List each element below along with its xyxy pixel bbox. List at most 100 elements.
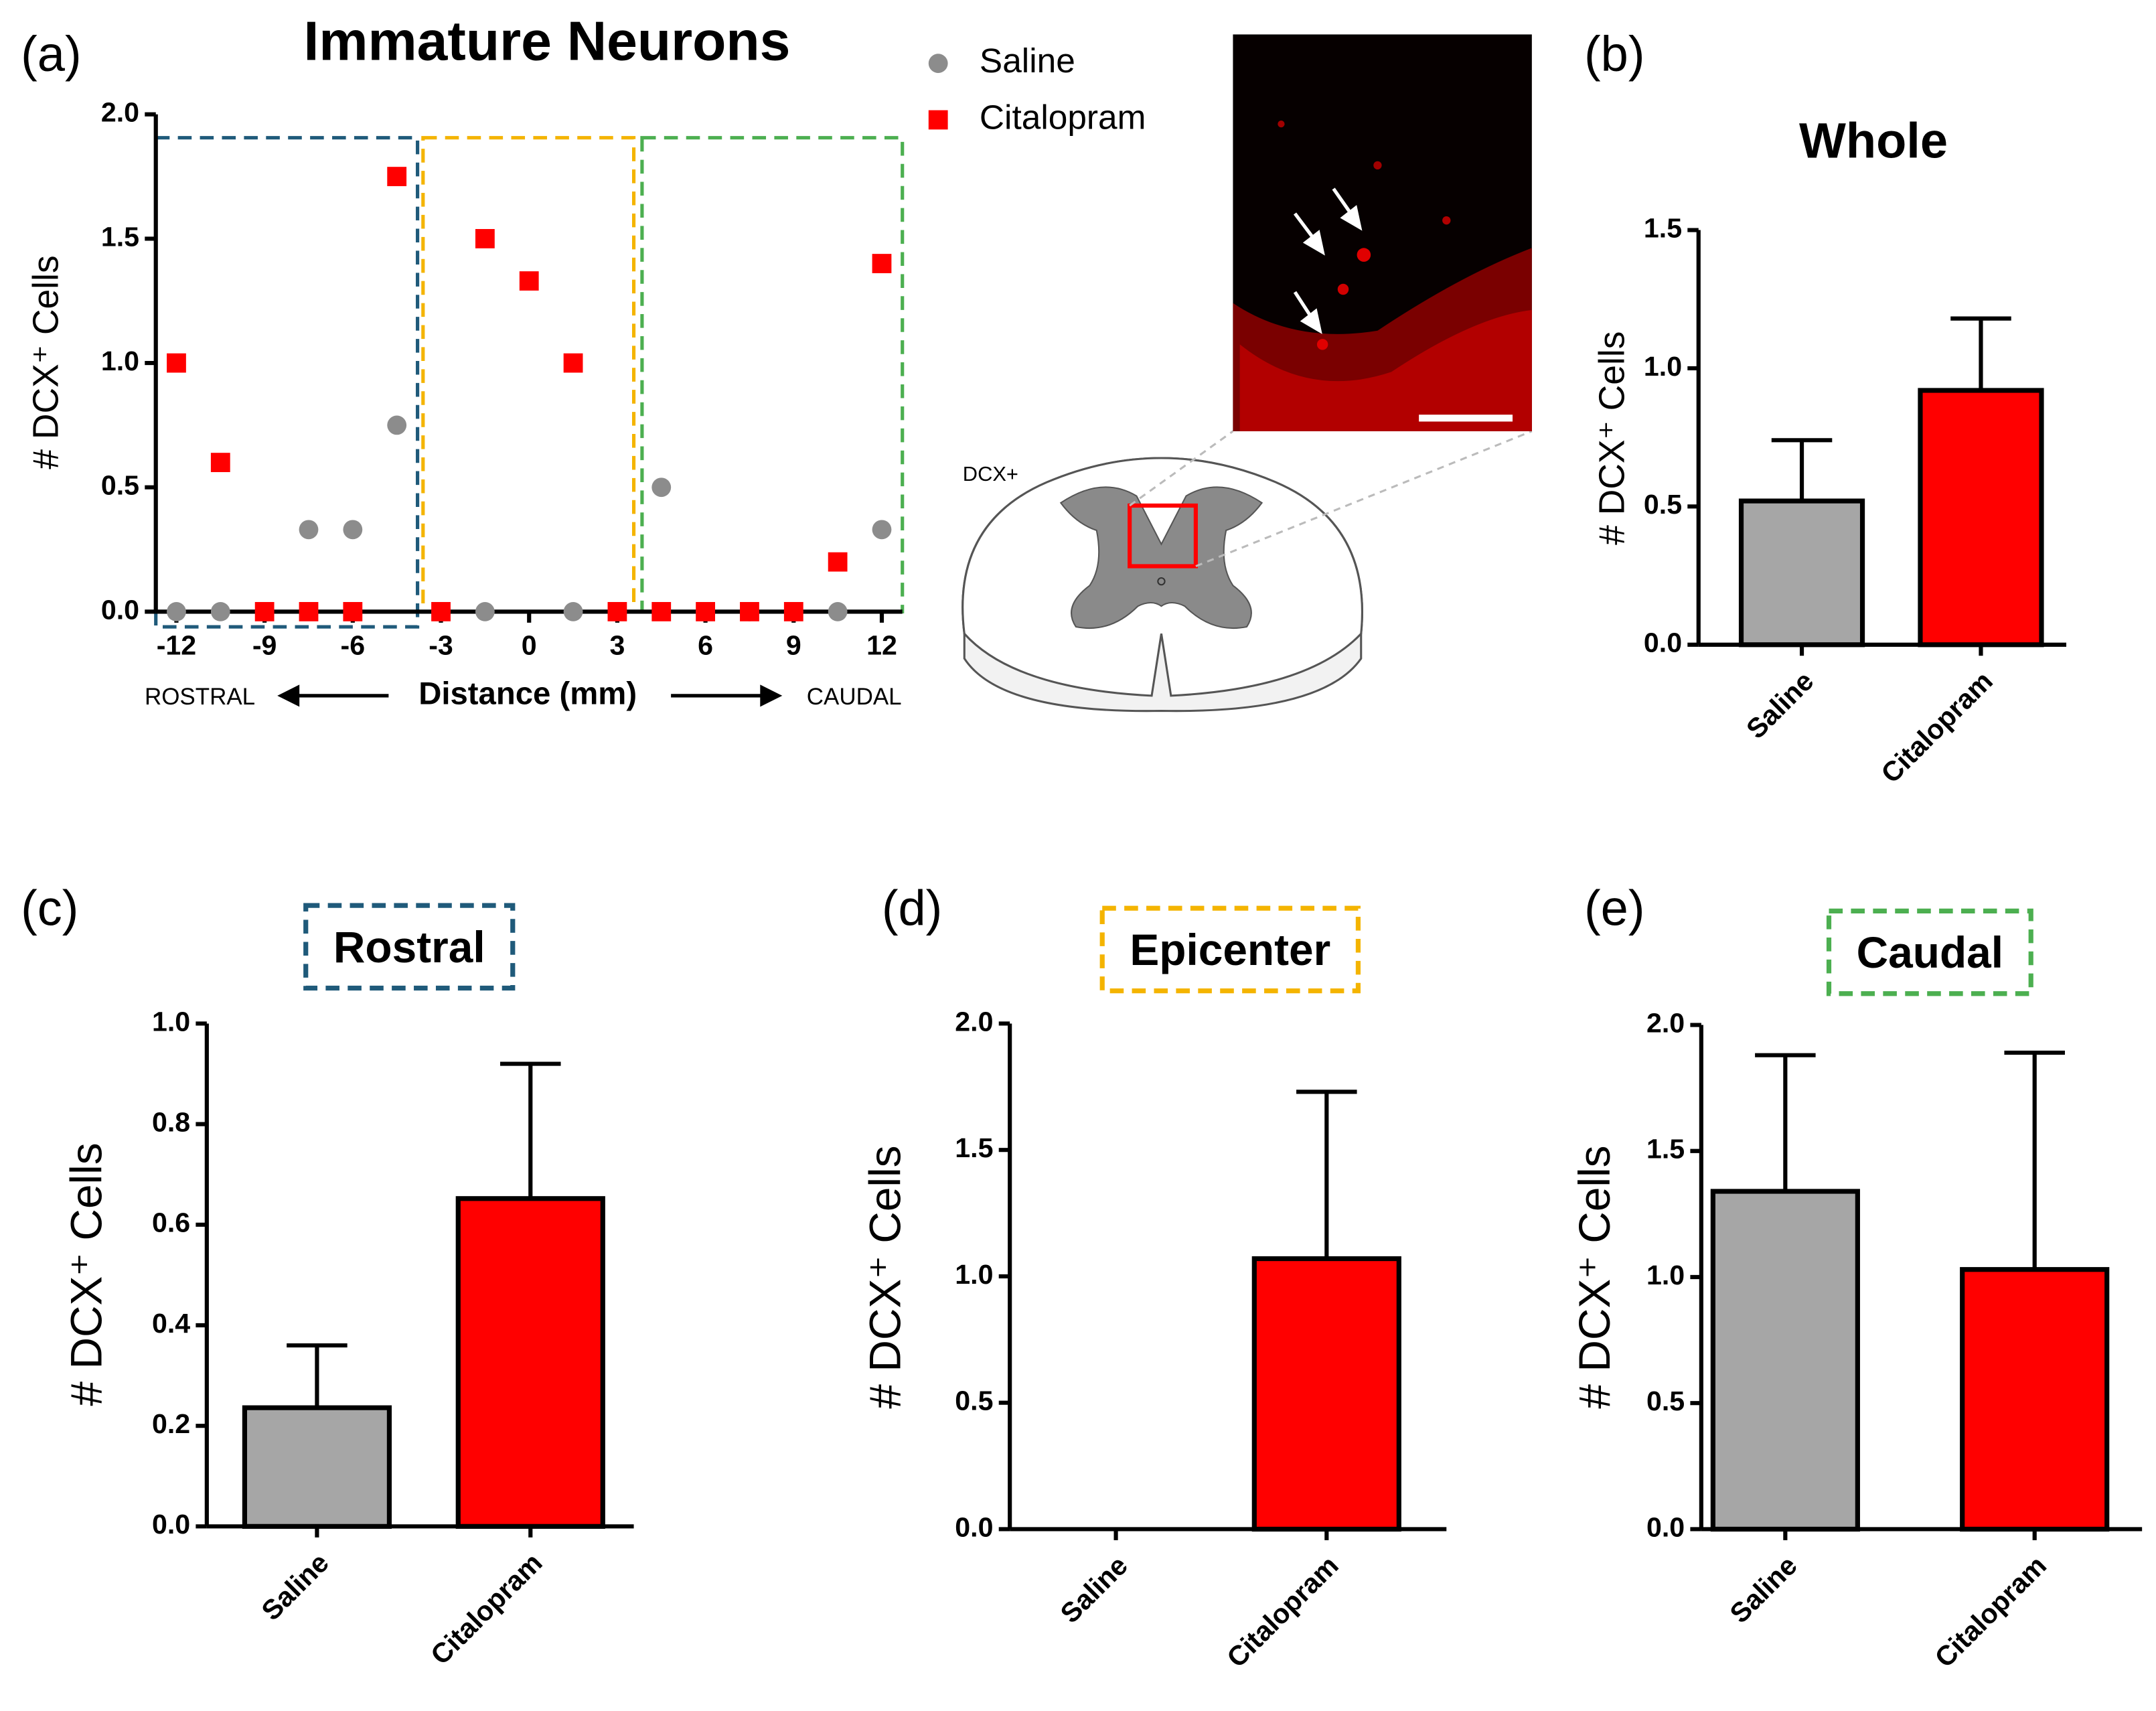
- y-tick-label: 0.5: [1644, 489, 1682, 520]
- annotation: CAUDAL: [807, 684, 902, 710]
- bar: [242, 1405, 392, 1529]
- chart-title: Whole: [1799, 113, 1948, 169]
- point: [475, 229, 495, 248]
- title-frame: [1826, 908, 2033, 996]
- y-tick-label: 0.5: [955, 1386, 993, 1416]
- annotation: DCX+: [963, 462, 1018, 486]
- y-tick-label: 0.0: [1646, 1511, 1685, 1542]
- y-axis-label: # DCX⁺ Cells: [1592, 331, 1632, 544]
- point: [740, 601, 759, 621]
- x-tick-label: Saline: [1740, 666, 1819, 745]
- y-tick-label: 1.5: [1646, 1134, 1685, 1165]
- bar: [1738, 498, 1865, 648]
- point: [431, 601, 451, 621]
- rostral-region: [154, 136, 420, 629]
- title-frame: [303, 903, 516, 991]
- point: [475, 601, 495, 621]
- y-tick-label: 1.5: [955, 1132, 993, 1163]
- y-tick-label: 1.0: [152, 1006, 190, 1037]
- chart-title: Rostral: [333, 922, 485, 972]
- point: [607, 601, 627, 621]
- y-tick-label: 1.0: [955, 1259, 993, 1290]
- legend-label: Saline: [980, 41, 1075, 80]
- x-tick-label: 12: [866, 630, 897, 661]
- point: [387, 415, 407, 435]
- y-tick-label: 0.6: [152, 1207, 190, 1238]
- x-tick-label: 6: [698, 630, 713, 661]
- y-tick-label: 0.0: [1644, 627, 1682, 658]
- y-tick-label: 2.0: [101, 97, 139, 128]
- point: [210, 453, 230, 472]
- bar: [1960, 1267, 2110, 1532]
- x-tick-label: Citalopram: [425, 1547, 548, 1670]
- spinal-cord-schematic: [961, 430, 1533, 713]
- y-tick-label: 1.0: [101, 346, 139, 376]
- bar: [455, 1196, 605, 1529]
- y-tick-label: 0.5: [1646, 1386, 1685, 1416]
- legend-marker: [928, 110, 948, 130]
- panel-label: (b): [1584, 26, 1645, 82]
- y-tick-label: 2.0: [955, 1006, 993, 1037]
- x-tick-label: 9: [786, 630, 801, 661]
- point: [299, 601, 319, 621]
- y-axis-label: # DCX⁺ Cells: [1569, 1145, 1619, 1408]
- x-tick-label: Citalopram: [1875, 666, 1998, 789]
- panel-label: (d): [882, 880, 943, 936]
- y-tick-label: 2.0: [1646, 1007, 1685, 1038]
- x-tick-label: -9: [252, 630, 277, 661]
- panel-label: (a): [21, 26, 82, 82]
- y-tick-label: 0.5: [101, 470, 139, 501]
- point: [783, 601, 803, 621]
- point: [210, 601, 230, 621]
- y-tick-label: 0.0: [955, 1511, 993, 1542]
- bar: [1918, 388, 2044, 648]
- y-axis-label: # DCX⁺ Cells: [860, 1145, 910, 1408]
- point: [343, 520, 363, 540]
- y-tick-label: 0.0: [101, 594, 139, 625]
- x-tick-label: 3: [609, 630, 625, 661]
- point: [167, 601, 186, 621]
- y-tick-label: 0.8: [152, 1107, 190, 1138]
- x-tick-label: Saline: [256, 1547, 335, 1626]
- x-tick-label: -3: [429, 630, 453, 661]
- y-tick-label: 0.0: [152, 1509, 190, 1540]
- point: [254, 601, 275, 621]
- y-axis-label: # DCX⁺ Cells: [26, 255, 66, 469]
- point: [563, 353, 583, 373]
- title-frame: [1099, 905, 1361, 994]
- point: [828, 601, 848, 621]
- y-tick-label: 0.4: [152, 1308, 190, 1339]
- x-tick-label: Saline: [1055, 1550, 1134, 1629]
- chart-title: Epicenter: [1130, 925, 1330, 974]
- y-tick-label: 0.2: [152, 1408, 190, 1439]
- point: [828, 552, 848, 572]
- chart-title: Caudal: [1857, 927, 2003, 977]
- x-tick-label: Citalopram: [1929, 1550, 2052, 1673]
- panel-label: (c): [21, 880, 78, 936]
- point: [563, 601, 583, 621]
- y-tick-label: 1.0: [1644, 351, 1682, 382]
- point: [343, 601, 363, 621]
- point: [387, 167, 407, 186]
- y-axis-label: # DCX⁺ Cells: [61, 1142, 110, 1406]
- x-axis-label: Distance (mm): [418, 676, 637, 711]
- panel-label: (e): [1584, 880, 1645, 936]
- bar: [1251, 1256, 1401, 1532]
- point: [696, 601, 716, 621]
- annotation: ROSTRAL: [145, 684, 255, 710]
- x-tick-label: 0: [522, 630, 537, 661]
- point: [651, 477, 672, 498]
- epicenter-region: [421, 136, 636, 613]
- x-tick-label: -6: [341, 630, 366, 661]
- x-tick-label: Saline: [1724, 1550, 1803, 1629]
- point: [167, 353, 186, 373]
- point: [299, 520, 319, 540]
- point: [872, 254, 892, 273]
- point: [519, 271, 539, 291]
- chart-title: Immature Neurons: [304, 11, 791, 72]
- micrograph: [1233, 34, 1532, 431]
- caudal-region: [640, 136, 905, 613]
- x-tick-label: Citalopram: [1221, 1550, 1344, 1673]
- y-tick-label: 1.5: [101, 221, 139, 252]
